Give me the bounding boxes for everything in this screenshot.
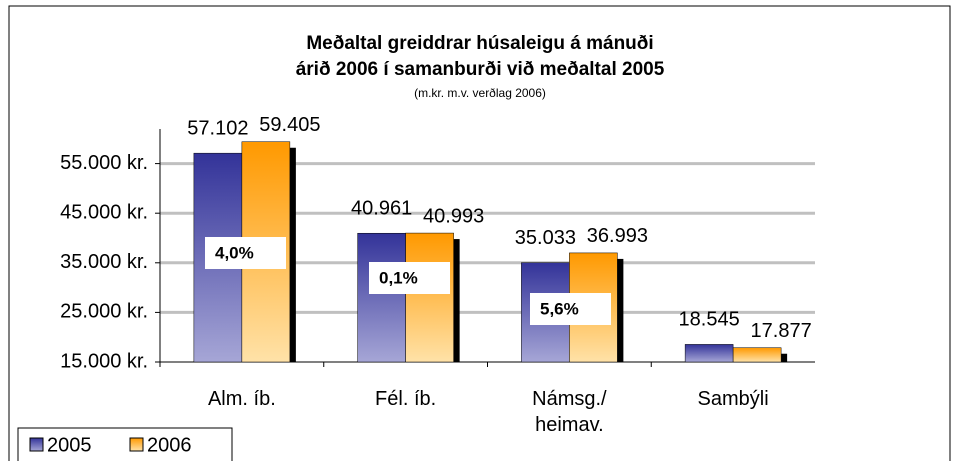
y-tick-label: 45.000 kr. (60, 201, 148, 223)
value-label: 18.545 (679, 309, 740, 331)
bar (732, 347, 782, 363)
annotation-box (205, 237, 286, 269)
annotation-box (369, 262, 450, 294)
chart-subtitle: (m.kr. m.v. verðlag 2006) (414, 86, 546, 100)
legend-label: 2005 (47, 434, 92, 456)
y-tick-label: 35.000 kr. (60, 251, 148, 273)
x-tick-label: Námsg./heimav. (532, 388, 607, 436)
legend-swatch (29, 437, 44, 452)
bar (684, 344, 734, 363)
value-label: 17.877 (751, 320, 812, 342)
value-label: 57.102 (187, 117, 248, 139)
bar (357, 232, 406, 363)
value-label: 36.993 (587, 225, 648, 247)
annotation-box (530, 293, 611, 325)
x-tick-label: Alm. íb. (208, 388, 276, 410)
x-tick-label: Sambýli (698, 388, 769, 410)
legend-label: 2006 (147, 434, 192, 456)
value-label: 35.033 (515, 227, 576, 249)
value-label: 40.961 (351, 198, 412, 220)
legend-box (17, 427, 233, 466)
chart-title: Meðaltal greiddrar húsaleigu á mánuði (306, 33, 653, 54)
value-label: 59.405 (259, 114, 320, 136)
y-tick-label: 25.000 kr. (60, 301, 148, 323)
bar (405, 232, 454, 363)
chart-title: árið 2006 í samanburði við meðaltal 2005 (296, 59, 665, 80)
annotation: 4,0% (215, 243, 254, 262)
x-tick-label: Fél. íb. (375, 388, 436, 410)
annotation: 0,1% (379, 268, 418, 287)
annotation: 5,6% (540, 299, 579, 318)
chart-border (8, 5, 951, 466)
legend-swatch (129, 437, 144, 452)
value-label: 40.993 (423, 205, 484, 227)
y-tick-label: 15.000 kr. (60, 350, 148, 372)
y-tick-label: 55.000 kr. (60, 152, 148, 174)
